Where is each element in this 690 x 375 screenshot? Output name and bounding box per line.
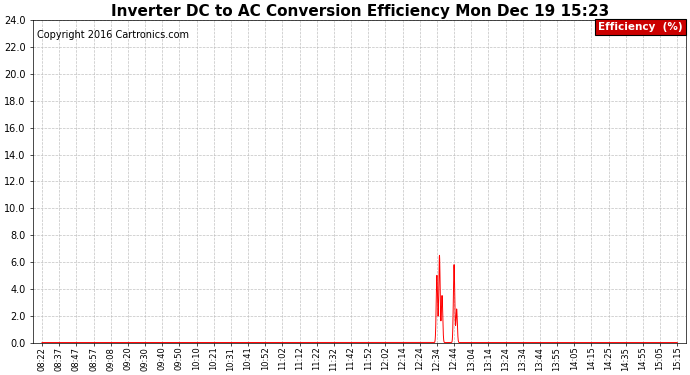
Text: Copyright 2016 Cartronics.com: Copyright 2016 Cartronics.com bbox=[37, 30, 188, 40]
Title: Inverter DC to AC Conversion Efficiency Mon Dec 19 15:23: Inverter DC to AC Conversion Efficiency … bbox=[110, 4, 609, 19]
Text: Efficiency  (%): Efficiency (%) bbox=[598, 22, 682, 32]
